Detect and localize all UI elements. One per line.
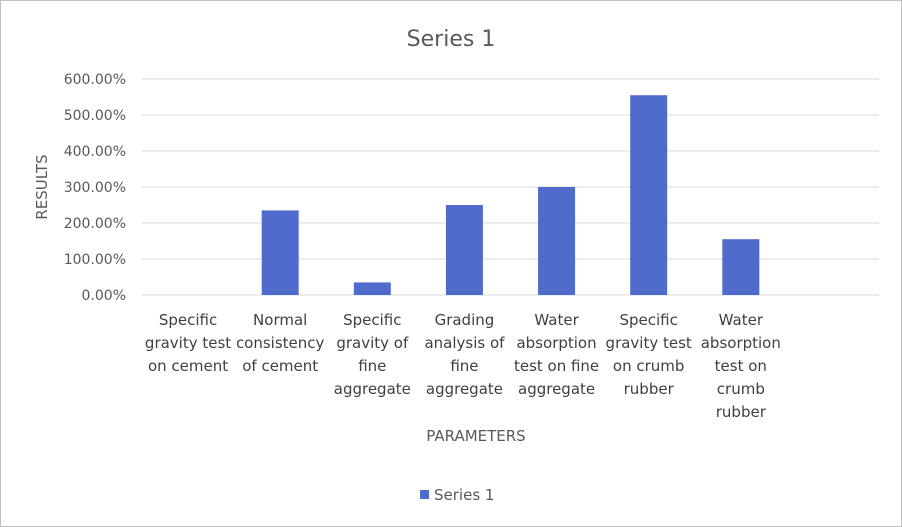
y-tick-label: 0.00% — [82, 288, 126, 304]
bar — [353, 282, 391, 295]
chart-title: Series 1 — [407, 27, 496, 52]
y-tick-label: 400.00% — [64, 144, 126, 160]
bar — [261, 210, 299, 295]
y-tick-label: 100.00% — [64, 252, 126, 268]
bar — [630, 95, 668, 295]
bar — [445, 205, 483, 295]
y-tick-label: 300.00% — [64, 180, 126, 196]
x-category-label: Water absorption test on crumb rubber — [701, 311, 781, 421]
bars — [261, 95, 760, 295]
x-category-label: Water absorption test on fine aggregate — [514, 311, 599, 398]
x-category-label: Specific gravity test on cement — [145, 311, 231, 375]
bar — [538, 187, 576, 295]
x-category-label: Specific gravity of fine aggregate — [334, 311, 411, 398]
x-category-label: Normal consistency of cement — [236, 311, 325, 375]
x-category-label: Grading analysis of fine aggregate — [424, 311, 505, 398]
y-tick-label: 200.00% — [64, 216, 126, 232]
legend: Series 1 — [420, 486, 494, 504]
x-axis-title: PARAMETERS — [426, 427, 525, 445]
y-axis-ticks: 0.00% 100.00% 200.00% 300.00% 400.00% 500.00%… — [64, 72, 126, 304]
y-tick-label: 600.00% — [64, 72, 126, 88]
x-category-label: Specific gravity test on crumb rubber — [606, 311, 692, 398]
gridlines — [142, 78, 879, 296]
legend-label: Series 1 — [434, 486, 494, 504]
bar — [722, 239, 760, 295]
legend-swatch — [420, 490, 429, 499]
y-axis-title: RESULTS — [33, 154, 51, 219]
y-tick-label: 500.00% — [64, 108, 126, 124]
